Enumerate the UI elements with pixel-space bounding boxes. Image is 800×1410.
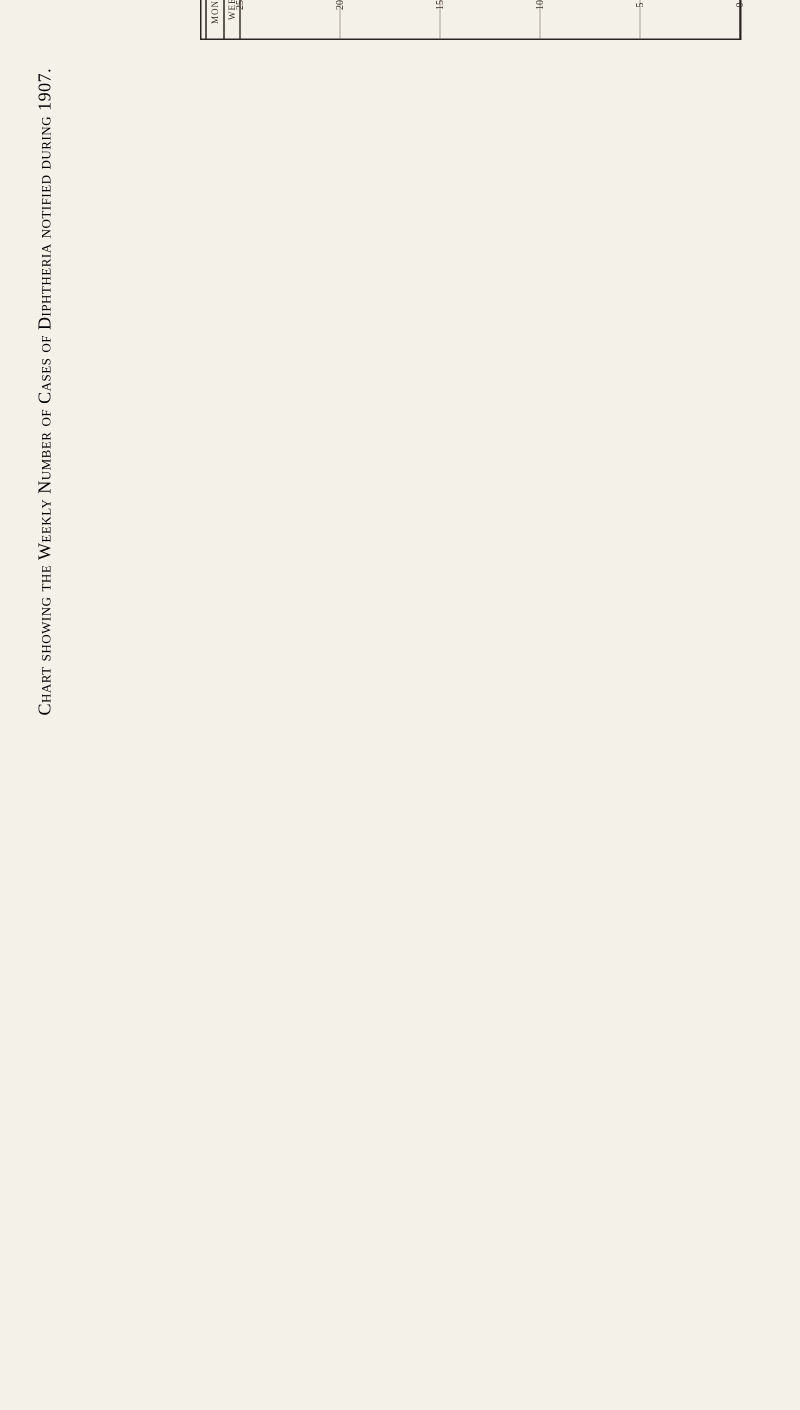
svg-text:10: 10 (535, 0, 546, 10)
svg-text:5: 5 (635, 3, 646, 8)
svg-text:MONTH: MONTH (210, 0, 220, 24)
svg-text:15: 15 (435, 0, 446, 10)
chart-title: Chart showing the Weekly Number of Cases… (35, 68, 56, 716)
chart-container: MONTHWEEKJANUARY.1234FEBRUARY.5678MARCH.… (200, 0, 760, 40)
svg-text:25: 25 (235, 0, 246, 10)
line-chart: MONTHWEEKJANUARY.1234FEBRUARY.5678MARCH.… (200, 0, 760, 40)
svg-text:20: 20 (335, 0, 346, 10)
